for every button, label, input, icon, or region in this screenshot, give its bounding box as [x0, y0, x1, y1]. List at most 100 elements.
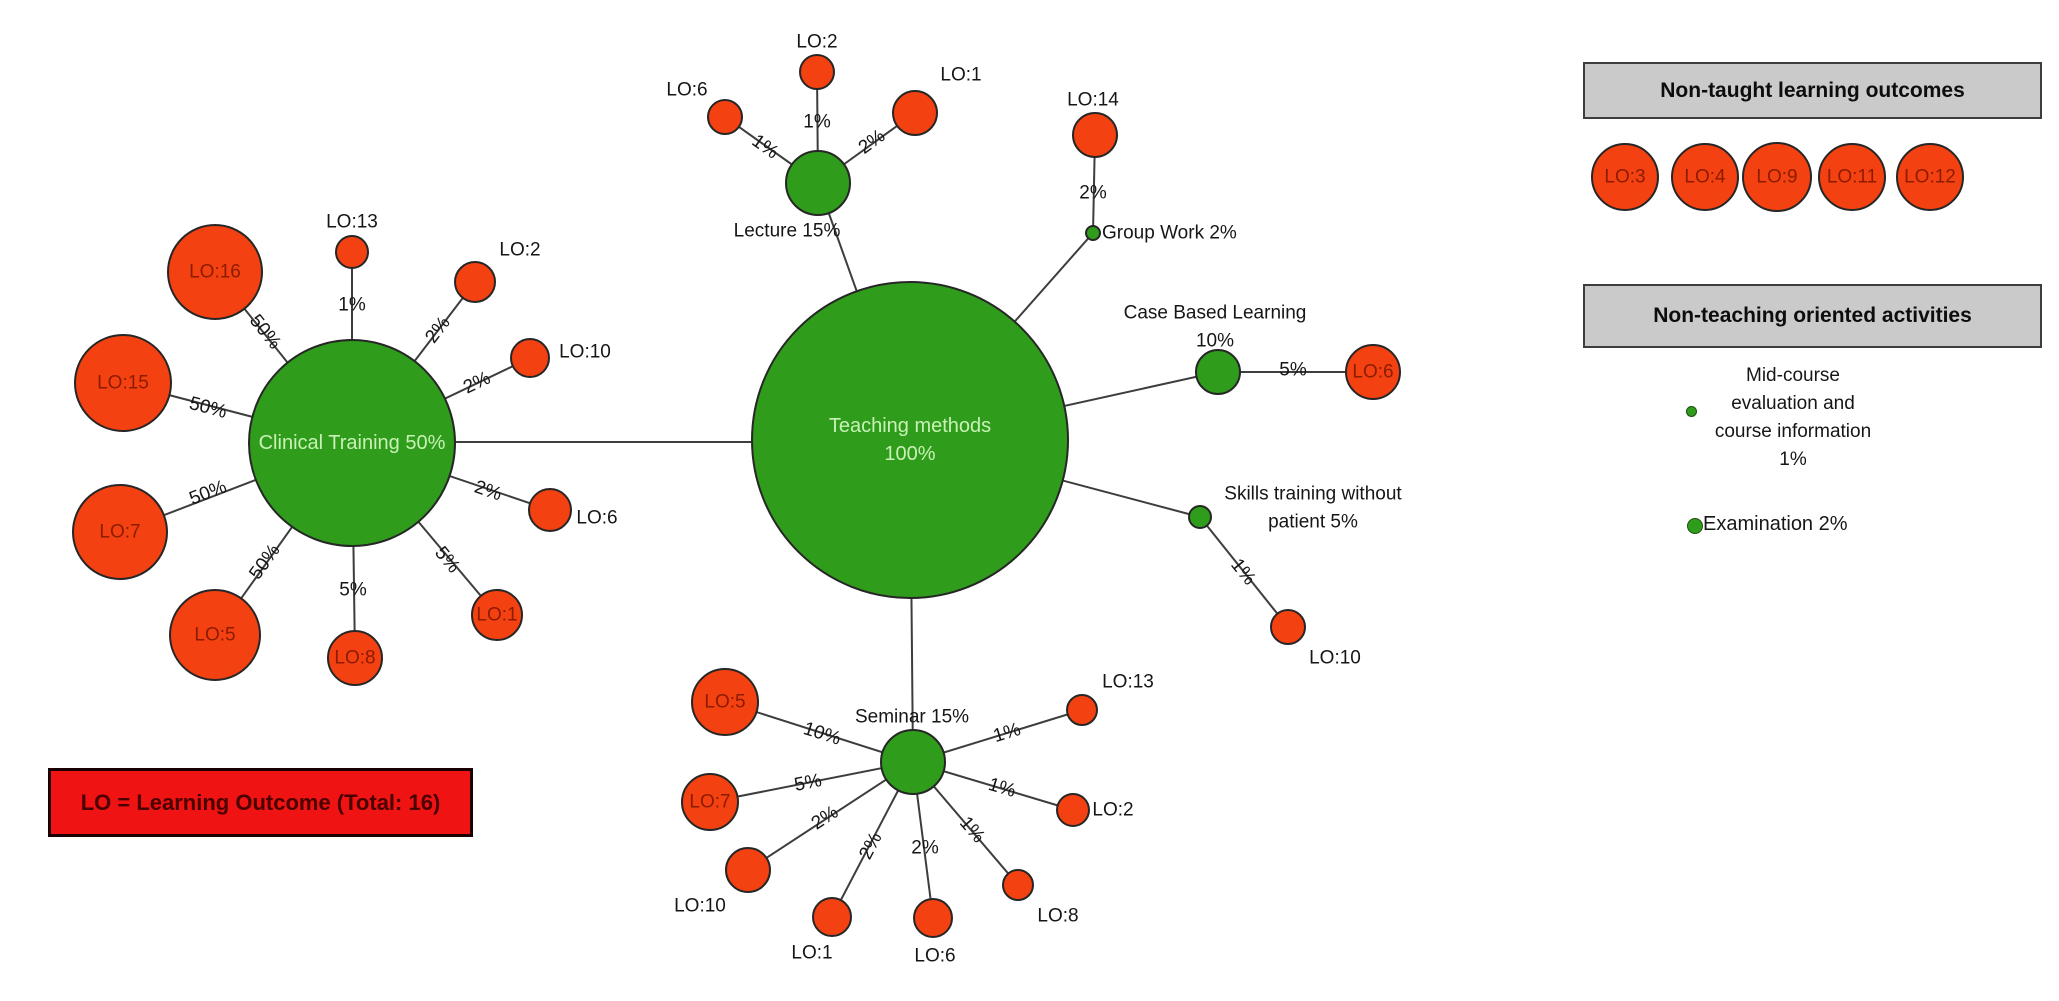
node-label-nt-lo11-0: LO:11 [1827, 167, 1877, 188]
node-label-lecture-0: Lecture 15% [734, 221, 841, 242]
edge-label-19: 1% [991, 719, 1024, 747]
edge-label-23: 2% [460, 368, 494, 399]
node-label-sem-lo6-0: LO:6 [914, 946, 955, 967]
non-teaching-header-label: Non-teaching oriented activities [1653, 304, 1972, 327]
node-label-gw-lo14-0: LO:14 [1067, 90, 1119, 111]
edge-9 [1199, 516, 1289, 628]
node-group-work [1085, 225, 1101, 241]
node-label-sem-lo1-0: LO:1 [791, 943, 832, 964]
legend-note: LO = Learning Outcome (Total: 16) [48, 768, 473, 837]
node-label-ct-lo16-0: LO:16 [189, 262, 241, 283]
legend-note-label: LO = Learning Outcome (Total: 16) [80, 789, 441, 815]
node-cbl-lo6 [1345, 344, 1401, 400]
node-label-lec-lo1-0: LO:1 [940, 65, 981, 86]
mid-course-line-2: evaluation and [1731, 393, 1855, 414]
node-label-sem-lo10-0: LO:10 [674, 896, 726, 917]
node-ct-lo10 [510, 338, 550, 378]
node-label-ct-lo10-0: LO:10 [559, 342, 611, 363]
node-ct-lo1 [471, 589, 523, 641]
node-ct-lo5 [169, 589, 261, 681]
node-lecture [785, 150, 851, 216]
node-label-group-work-0: Group Work 2% [1102, 223, 1237, 244]
node-ct-lo16 [167, 224, 263, 320]
mid-course-line-1: Mid-course [1746, 365, 1840, 386]
node-label-skills-training-0: Skills training without [1224, 484, 1402, 505]
edge-label-16: 2% [911, 838, 939, 859]
node-label-lec-lo2-0: LO:2 [796, 32, 837, 53]
node-sem-lo8 [1002, 869, 1034, 901]
node-ct-lo13 [335, 235, 369, 269]
edge-13 [709, 761, 914, 803]
examination-dot-icon [1687, 518, 1703, 534]
node-label-sem-lo7-0: LO:7 [689, 792, 730, 813]
node-ct-lo7 [72, 484, 168, 580]
examination-item: Examination 2% [1703, 513, 1848, 536]
node-case-based-learning [1195, 349, 1241, 395]
node-label-ct-lo6-0: LO:6 [576, 508, 617, 529]
node-label-case-based-learning-0: Case Based Learning [1124, 303, 1307, 324]
node-teaching-methods [751, 281, 1069, 599]
node-skills-training [1188, 505, 1212, 529]
node-label-case-based-learning-1: 10% [1196, 331, 1234, 352]
node-label-teaching-methods-0: Teaching methods [829, 415, 991, 437]
node-label-skills-training-1: patient 5% [1268, 512, 1358, 533]
node-label-clinical-training-0: Clinical Training 50% [259, 432, 446, 454]
node-label-cbl-lo6-0: LO:6 [1352, 362, 1393, 383]
edge-label-28: 50% [186, 476, 229, 509]
node-label-nt-lo9-0: LO:9 [1756, 167, 1797, 188]
node-label-st-lo10-0: LO:10 [1309, 648, 1361, 669]
node-lec-lo6 [707, 99, 743, 135]
mid-course-line-4: 1% [1779, 449, 1807, 470]
node-ct-lo8 [327, 630, 383, 686]
node-lec-lo1 [892, 90, 938, 136]
node-sem-lo1 [812, 897, 852, 937]
node-label-ct-lo15-0: LO:15 [97, 373, 149, 394]
edge-label-25: 5% [430, 543, 464, 578]
node-nt-lo9 [1742, 142, 1812, 212]
edge-label-0: 1% [748, 130, 783, 163]
node-label-nt-lo3-0: LO:3 [1604, 167, 1645, 188]
edge-label-29: 50% [187, 393, 229, 423]
node-nt-lo11 [1818, 143, 1886, 211]
node-nt-lo12 [1896, 143, 1964, 211]
mid-course-dot-icon [1686, 406, 1697, 417]
node-label-ct-lo2-0: LO:2 [499, 240, 540, 261]
node-ct-lo2 [454, 261, 496, 303]
node-ct-lo15 [74, 334, 172, 432]
node-sem-lo7 [681, 773, 739, 831]
node-label-sem-lo2-0: LO:2 [1092, 800, 1133, 821]
node-label-nt-lo12-0: LO:12 [1904, 167, 1956, 188]
node-label-seminar-0: Seminar 15% [855, 707, 969, 728]
node-label-teaching-methods-1: 100% [884, 443, 935, 465]
edge-label-22: 2% [421, 313, 454, 348]
node-nt-lo3 [1591, 143, 1659, 211]
node-st-lo10 [1270, 609, 1306, 645]
node-seminar [880, 729, 946, 795]
node-sem-lo2 [1056, 793, 1090, 827]
edge-label-5: 2% [1079, 183, 1107, 204]
edge-label-18: 1% [986, 774, 1018, 802]
node-lec-lo2 [799, 54, 835, 90]
node-label-ct-lo13-0: LO:13 [326, 212, 378, 233]
node-label-nt-lo4-0: LO:4 [1684, 167, 1726, 188]
node-sem-lo13 [1066, 694, 1098, 726]
node-label-sem-lo13-0: LO:13 [1102, 672, 1154, 693]
mid-course-item: Mid-course evaluation and course informa… [1668, 362, 1918, 474]
non-taught-header: Non-taught learning outcomes [1583, 62, 2042, 119]
mid-course-line-3: course information [1714, 421, 1872, 442]
node-gw-lo14 [1072, 112, 1118, 158]
node-clinical-training [248, 339, 456, 547]
examination-label: Examination 2% [1703, 513, 1848, 535]
edge-label-24: 2% [472, 477, 505, 506]
node-label-ct-lo7-0: LO:7 [99, 522, 140, 543]
node-label-sem-lo5-0: LO:5 [704, 692, 745, 713]
node-sem-lo6 [913, 898, 953, 938]
edge-label-1: 1% [803, 112, 831, 133]
node-label-lec-lo6-0: LO:6 [666, 80, 707, 101]
non-taught-header-label: Non-taught learning outcomes [1660, 78, 1965, 102]
node-nt-lo4 [1671, 143, 1739, 211]
edge-label-7: 5% [1279, 360, 1307, 381]
node-label-ct-lo1-0: LO:1 [476, 605, 517, 626]
